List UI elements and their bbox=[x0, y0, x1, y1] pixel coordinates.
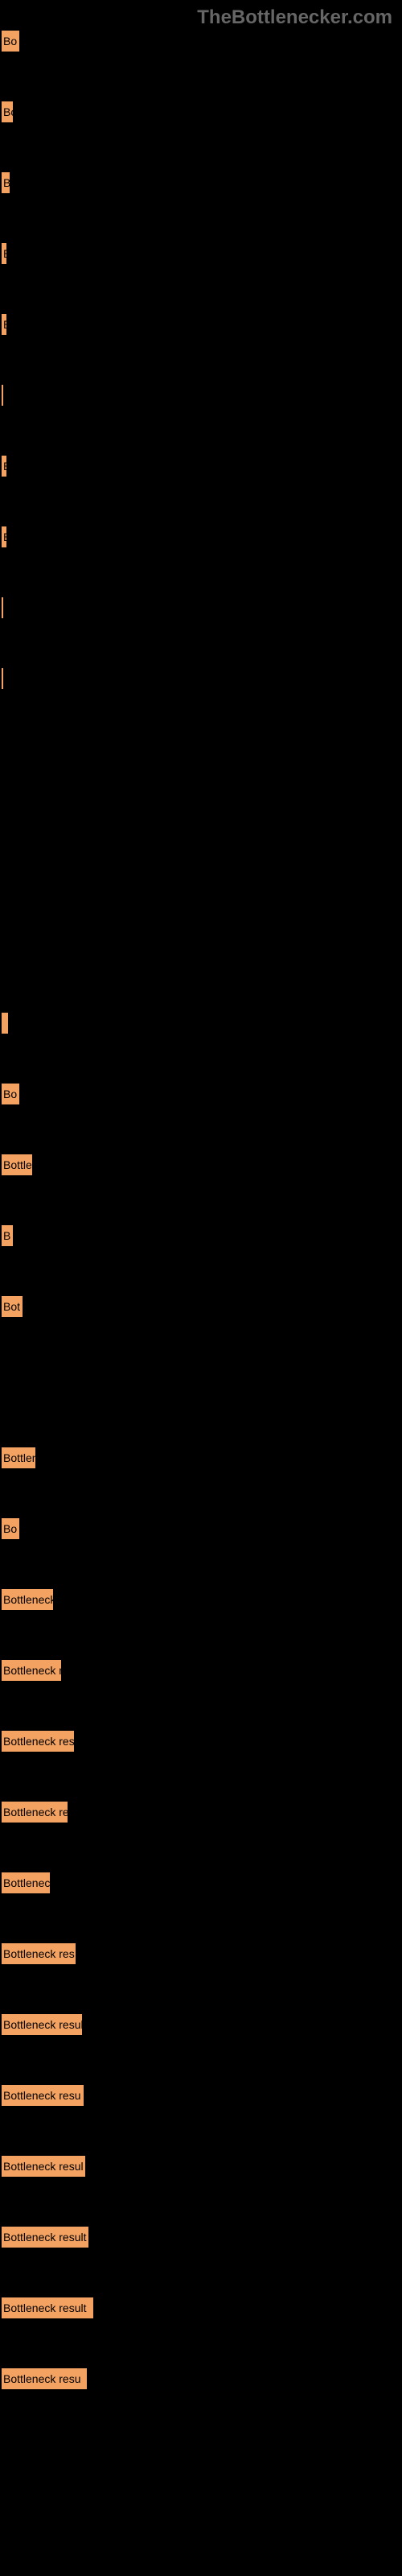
bar-row: Bottleneck re bbox=[0, 1800, 402, 1824]
bar: Bottleneck bbox=[0, 1587, 55, 1612]
bar bbox=[0, 596, 5, 620]
bar-row: B bbox=[0, 1224, 402, 1248]
bar: Bottleneck res bbox=[0, 1729, 76, 1753]
bar: Bottlen bbox=[0, 1446, 37, 1470]
bar: B bbox=[0, 242, 8, 266]
bar: Bottleneck result bbox=[0, 2225, 90, 2249]
bar-row: B bbox=[0, 312, 402, 336]
bar-row: B bbox=[0, 242, 402, 266]
bar-row: Bottle bbox=[0, 1153, 402, 1177]
bar: Bottleneck resul bbox=[0, 2154, 87, 2178]
bar: Bo bbox=[0, 1517, 21, 1541]
bar bbox=[0, 1011, 10, 1035]
bar-row: Bottleneck r bbox=[0, 1658, 402, 1682]
bars-area: Bo Bo B B B B B Bo Bottle B Bot Bottlen Bo Bottleneck… bbox=[0, 29, 402, 2391]
bar-row: Bo bbox=[0, 29, 402, 53]
bar: Bottleneck r bbox=[0, 1658, 63, 1682]
bar: Bo bbox=[0, 29, 21, 53]
bar: Bottle bbox=[0, 1153, 34, 1177]
watermark-text: TheBottlenecker.com bbox=[0, 0, 402, 29]
bar-row: Bot bbox=[0, 1294, 402, 1319]
bar-row: Bo bbox=[0, 1517, 402, 1541]
bar-row: Bottleneck resul bbox=[0, 2013, 402, 2037]
bar: Bottleneck re bbox=[0, 1800, 69, 1824]
bar-row: Bottleneck resu bbox=[0, 2083, 402, 2107]
bar bbox=[0, 383, 5, 407]
bar-row bbox=[0, 1011, 402, 1035]
bar-row: B bbox=[0, 525, 402, 549]
bar: B bbox=[0, 1224, 14, 1248]
bar-row: Bottleneck res bbox=[0, 1729, 402, 1753]
bar: Bo bbox=[0, 1082, 21, 1106]
bar: B bbox=[0, 454, 8, 478]
bar: B bbox=[0, 525, 8, 549]
bar-row: Bottleneck result bbox=[0, 2225, 402, 2249]
chart-container: TheBottlenecker.com BoBoBBBBBBoBottleBBo… bbox=[0, 0, 402, 2391]
bar: Bottleneck res bbox=[0, 1942, 77, 1966]
bar-row: Bottleneck resu bbox=[0, 2367, 402, 2391]
bar-row: Bottleneck bbox=[0, 1587, 402, 1612]
bar-row: Bottlenec bbox=[0, 1871, 402, 1895]
bar-row: Bo bbox=[0, 1082, 402, 1106]
bar: B bbox=[0, 171, 11, 195]
bar: B bbox=[0, 312, 8, 336]
bar-row: B bbox=[0, 454, 402, 478]
bar-row bbox=[0, 667, 402, 691]
bar: Bottleneck resul bbox=[0, 2013, 84, 2037]
bar-row: Bottlen bbox=[0, 1446, 402, 1470]
bar-row bbox=[0, 383, 402, 407]
bar-row: B bbox=[0, 171, 402, 195]
bar-row: Bo bbox=[0, 100, 402, 124]
bar-row: Bottleneck res bbox=[0, 1942, 402, 1966]
section-gap bbox=[0, 1365, 402, 1446]
bar-row: Bottleneck resul bbox=[0, 2154, 402, 2178]
bar: Bot bbox=[0, 1294, 24, 1319]
bar: Bottleneck result bbox=[0, 2296, 95, 2320]
bar-row bbox=[0, 596, 402, 620]
bar: Bottleneck resu bbox=[0, 2367, 88, 2391]
bar-row: Bottleneck result bbox=[0, 2296, 402, 2320]
bar: Bo bbox=[0, 100, 14, 124]
bar: Bottlenec bbox=[0, 1871, 51, 1895]
section-gap bbox=[0, 737, 402, 1011]
bar: Bottleneck resu bbox=[0, 2083, 85, 2107]
bar bbox=[0, 667, 5, 691]
